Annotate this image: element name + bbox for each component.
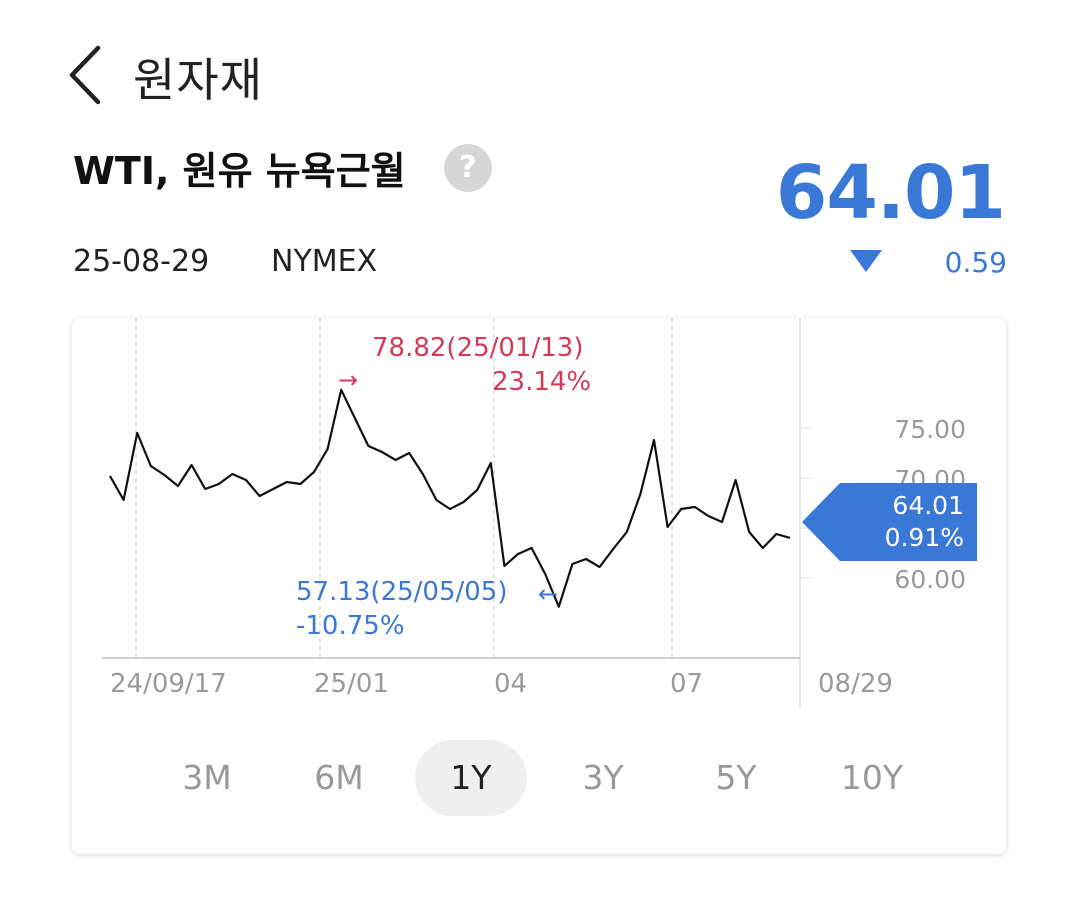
- high-arrow-icon: →: [338, 366, 358, 394]
- range-tab-3m[interactable]: 3M: [182, 758, 232, 797]
- current-price: 64.01: [775, 150, 1006, 236]
- range-tab-1y[interactable]: 1Y: [415, 740, 527, 816]
- range-tab-5y[interactable]: 5Y: [715, 758, 757, 797]
- high-pct: 23.14%: [492, 367, 591, 397]
- x-tick-label: 04: [494, 669, 527, 699]
- back-button[interactable]: [60, 40, 120, 110]
- low-label: 57.13(25/05/05): [296, 577, 508, 607]
- range-tab-10y[interactable]: 10Y: [840, 758, 904, 797]
- x-tick-label: 24/09/17: [110, 669, 227, 699]
- current-price-tag: [802, 483, 977, 561]
- price-line: [109, 388, 791, 608]
- range-tab-6m[interactable]: 6M: [314, 758, 364, 797]
- low-pct: -10.75%: [296, 611, 405, 641]
- instrument-name: WTI, 원유 뉴욕근월: [73, 149, 406, 193]
- x-tick-label: 25/01: [314, 669, 389, 699]
- y-tick-label: 75.00: [894, 415, 966, 444]
- down-triangle-icon: [848, 246, 884, 276]
- low-arrow-icon: ←: [538, 580, 558, 608]
- page-title: 원자재: [133, 53, 263, 107]
- range-tabs: 3M 6M 1Y 3Y 5Y 10Y: [0, 740, 1079, 820]
- help-button[interactable]: ?: [444, 144, 492, 192]
- current-tag-pct: 0.91%: [885, 523, 964, 552]
- quote-date: 25-08-29: [73, 244, 210, 279]
- price-change: 0.59: [944, 246, 1007, 279]
- y-tick-label: 60.00: [894, 565, 966, 594]
- high-label: 78.82(25/01/13): [372, 333, 584, 363]
- x-tick-label: 08/29: [818, 669, 893, 699]
- current-tag-value: 64.01: [892, 491, 964, 520]
- range-tab-3y[interactable]: 3Y: [582, 758, 624, 797]
- top-bar: 원자재: [0, 0, 1079, 140]
- exchange-name: NYMEX: [271, 244, 378, 279]
- chevron-left-icon: [69, 45, 101, 105]
- x-tick-label: 07: [670, 669, 703, 699]
